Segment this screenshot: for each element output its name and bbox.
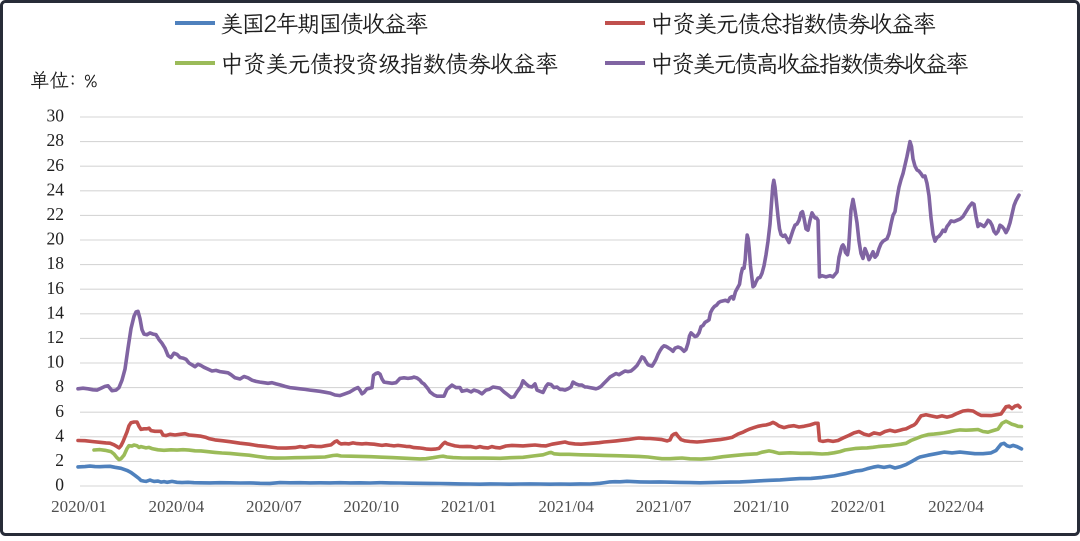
svg-text:18: 18 [47,253,65,273]
svg-text:24: 24 [47,179,65,199]
svg-text:6: 6 [55,401,64,421]
svg-text:30: 30 [47,106,65,126]
svg-text:2022/04: 2022/04 [928,497,984,516]
svg-text:2020/04: 2020/04 [149,497,205,516]
svg-text:8: 8 [55,376,64,396]
svg-text:22: 22 [47,204,65,224]
svg-text:2021/04: 2021/04 [538,497,594,516]
svg-text:2: 2 [55,450,64,470]
svg-text:14: 14 [47,302,65,322]
svg-text:12: 12 [47,327,65,347]
svg-text:20: 20 [47,229,65,249]
svg-text:2022/01: 2022/01 [831,497,887,516]
svg-text:16: 16 [47,278,65,298]
svg-text:2021/07: 2021/07 [636,497,692,516]
svg-text:2020/01: 2020/01 [51,497,107,516]
svg-text:28: 28 [47,130,65,150]
svg-text:2021/01: 2021/01 [441,497,497,516]
svg-text:2020/07: 2020/07 [246,497,302,516]
svg-text:2021/10: 2021/10 [733,497,789,516]
svg-text:26: 26 [47,155,65,175]
svg-text:10: 10 [47,352,65,372]
svg-text:0: 0 [55,475,64,495]
svg-text:4: 4 [55,425,64,445]
svg-text:2020/10: 2020/10 [343,497,399,516]
